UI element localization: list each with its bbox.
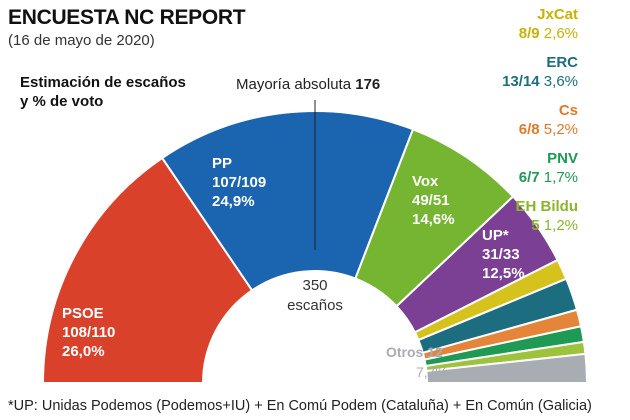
label-psoe-pct: 26,0% — [62, 343, 105, 360]
party-labels: PSOE 108/110 26,0% PP 107/109 24,9% Vox 49/51 14… — [62, 155, 525, 360]
label-up-seats: 31/33 — [482, 246, 520, 263]
hemicycle-wedges — [41, 110, 589, 384]
label-pp-pct: 24,9% — [212, 193, 255, 210]
legend-value-ehbildu: 5 1,2% — [531, 217, 578, 234]
footnote: *UP: Unidas Podemos (Podemos+IU) + En Co… — [8, 398, 592, 414]
legend-name-ehbildu: EH Bildu — [515, 198, 579, 215]
wedge-pp — [160, 110, 415, 292]
otros-label: Otros 12 — [386, 344, 443, 360]
center-label: escaños — [287, 297, 343, 314]
wedge-otros — [425, 352, 589, 384]
majority-text: Mayoría absoluta — [236, 76, 352, 93]
chart-title: ENCUESTA NC REPORT — [8, 6, 246, 29]
legend-name-cs: Cs — [558, 102, 578, 119]
legend-value-jxcat: 8/9 2,6% — [518, 25, 578, 42]
label-vox-seats: 49/51 — [412, 192, 450, 209]
label-vox-pct: 14,6% — [412, 211, 455, 228]
label-pp-name: PP — [212, 155, 232, 172]
legend-name-pnv: PNV — [547, 150, 578, 167]
majority-label: Mayoría absoluta 176 — [236, 76, 380, 93]
legend-value-erc: 13/14 3,6% — [502, 73, 578, 90]
label-up-name: UP* — [482, 227, 509, 244]
label-vox-name: Vox — [412, 173, 439, 190]
estimate-label-line1: Estimación de escaños — [20, 74, 186, 91]
label-up-pct: 12,5% — [482, 265, 525, 282]
chart-subtitle: (16 de mayo de 2020) — [8, 32, 155, 49]
legend-name-erc: ERC — [546, 54, 578, 71]
estimate-label-line2: y % de voto — [20, 93, 104, 110]
majority-value: 176 — [355, 76, 381, 93]
label-pp-seats: 107/109 — [212, 174, 266, 191]
legend-name-jxcat: JxCat — [537, 6, 578, 23]
legend-value-cs: 6/8 5,2% — [518, 121, 578, 138]
legend-value-pnv: 6/7 1,7% — [518, 169, 578, 186]
label-psoe-name: PSOE — [62, 305, 104, 322]
center-seats: 350 — [302, 277, 327, 294]
label-psoe-seats: 108/110 — [62, 324, 115, 341]
otros-pct: 7,7% — [416, 364, 448, 380]
